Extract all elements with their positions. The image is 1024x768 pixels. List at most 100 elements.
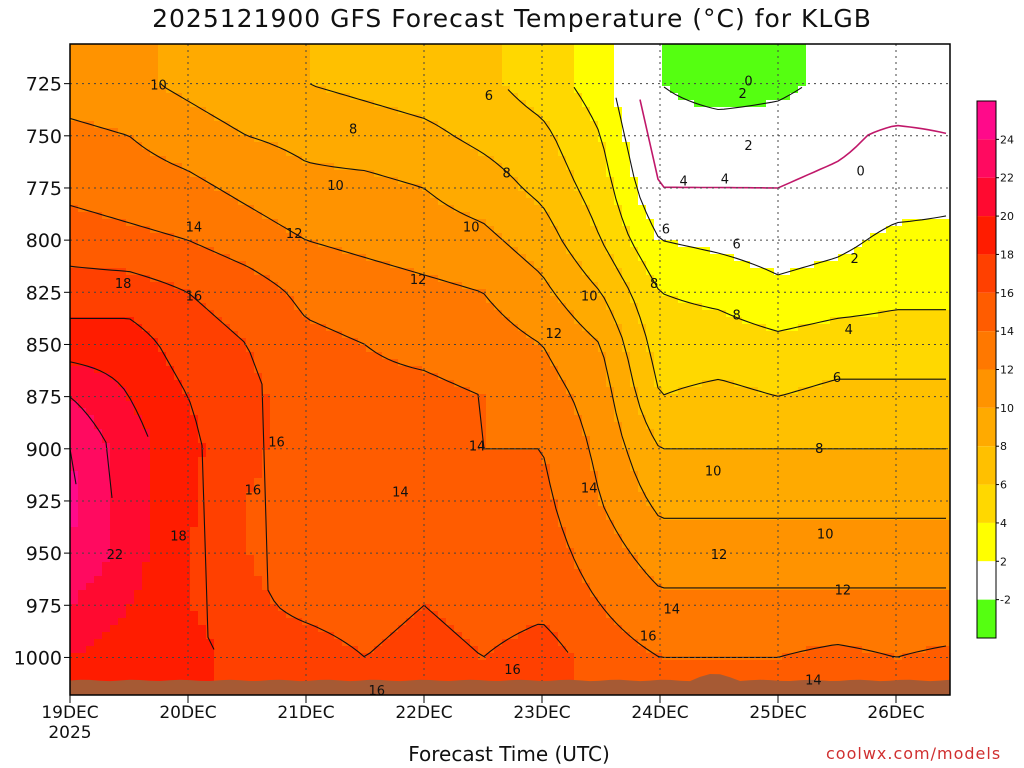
field-cell: [390, 436, 399, 444]
field-cell: [486, 107, 495, 115]
field-cell: [158, 93, 167, 101]
field-cell: [190, 296, 199, 304]
field-cell: [310, 499, 319, 507]
field-cell: [70, 520, 79, 528]
field-cell: [214, 275, 223, 283]
field-cell: [350, 317, 359, 325]
field-cell: [230, 289, 239, 297]
field-cell: [278, 303, 287, 311]
field-cell: [142, 373, 151, 381]
field-cell: [230, 597, 239, 605]
field-cell: [262, 128, 271, 136]
field-cell: [278, 373, 287, 381]
field-cell: [414, 562, 423, 570]
field-cell: [438, 646, 447, 654]
field-cell: [158, 380, 167, 388]
field-cell: [430, 100, 439, 108]
field-cell: [86, 359, 95, 367]
field-cell: [390, 576, 399, 584]
field-cell: [198, 660, 207, 668]
field-cell: [406, 44, 415, 52]
field-cell: [150, 100, 159, 108]
field-cell: [334, 541, 343, 549]
field-cell: [462, 471, 471, 479]
field-cell: [462, 226, 471, 234]
field-cell: [366, 198, 375, 206]
field-cell: [422, 289, 431, 297]
field-cell: [294, 583, 303, 591]
field-cell: [78, 429, 87, 437]
field-cell: [286, 296, 295, 304]
field-cell: [190, 212, 199, 220]
field-cell: [222, 51, 231, 59]
field-cell: [478, 282, 487, 290]
field-cell: [246, 212, 255, 220]
field-cell: [158, 639, 167, 647]
field-cell: [470, 135, 479, 143]
field-cell: [230, 639, 239, 647]
field-cell: [478, 401, 487, 409]
field-cell: [470, 639, 479, 647]
field-cell: [470, 555, 479, 563]
field-cell: [366, 296, 375, 304]
field-cell: [342, 380, 351, 388]
field-cell: [86, 450, 95, 458]
field-cell: [302, 380, 311, 388]
field-cell: [446, 597, 455, 605]
field-cell: [390, 478, 399, 486]
field-cell: [350, 415, 359, 423]
field-cell: [190, 240, 199, 248]
field-cell: [174, 240, 183, 248]
field-cell: [462, 611, 471, 619]
field-cell: [310, 352, 319, 360]
field-cell: [254, 58, 263, 66]
field-cell: [318, 240, 327, 248]
field-cell: [422, 275, 431, 283]
field-cell: [390, 275, 399, 283]
field-cell: [454, 422, 463, 430]
field-cell: [422, 618, 431, 626]
field-cell: [134, 485, 143, 493]
field-cell: [334, 282, 343, 290]
field-cell: [366, 422, 375, 430]
field-cell: [278, 58, 287, 66]
field-cell: [238, 142, 247, 150]
field-cell: [318, 632, 327, 640]
field-cell: [198, 219, 207, 227]
field-cell: [438, 604, 447, 612]
field-cell: [334, 303, 343, 311]
field-cell: [102, 625, 111, 633]
field-cell: [206, 58, 215, 66]
field-cell: [310, 639, 319, 647]
field-cell: [486, 345, 495, 353]
field-cell: [310, 135, 319, 143]
field-cell: [190, 401, 199, 409]
field-cell: [406, 373, 415, 381]
field-cell: [70, 373, 79, 381]
field-cell: [366, 58, 375, 66]
field-cell: [70, 240, 79, 248]
field-cell: [294, 338, 303, 346]
field-cell: [470, 191, 479, 199]
field-cell: [190, 415, 199, 423]
field-cell: [158, 562, 167, 570]
field-cell: [118, 471, 127, 479]
field-cell: [70, 156, 79, 164]
field-cell: [350, 303, 359, 311]
field-cell: [422, 58, 431, 66]
field-cell: [278, 499, 287, 507]
field-cell: [238, 457, 247, 465]
field-cell: [454, 562, 463, 570]
field-cell: [478, 457, 487, 465]
field-cell: [334, 191, 343, 199]
field-cell: [166, 128, 175, 136]
field-cell: [246, 457, 255, 465]
field-cell: [318, 569, 327, 577]
field-cell: [206, 121, 215, 129]
field-cell: [342, 646, 351, 654]
field-cell: [390, 506, 399, 514]
field-cell: [446, 205, 455, 213]
field-cell: [134, 541, 143, 549]
field-cell: [382, 513, 391, 521]
field-cell: [494, 296, 503, 304]
